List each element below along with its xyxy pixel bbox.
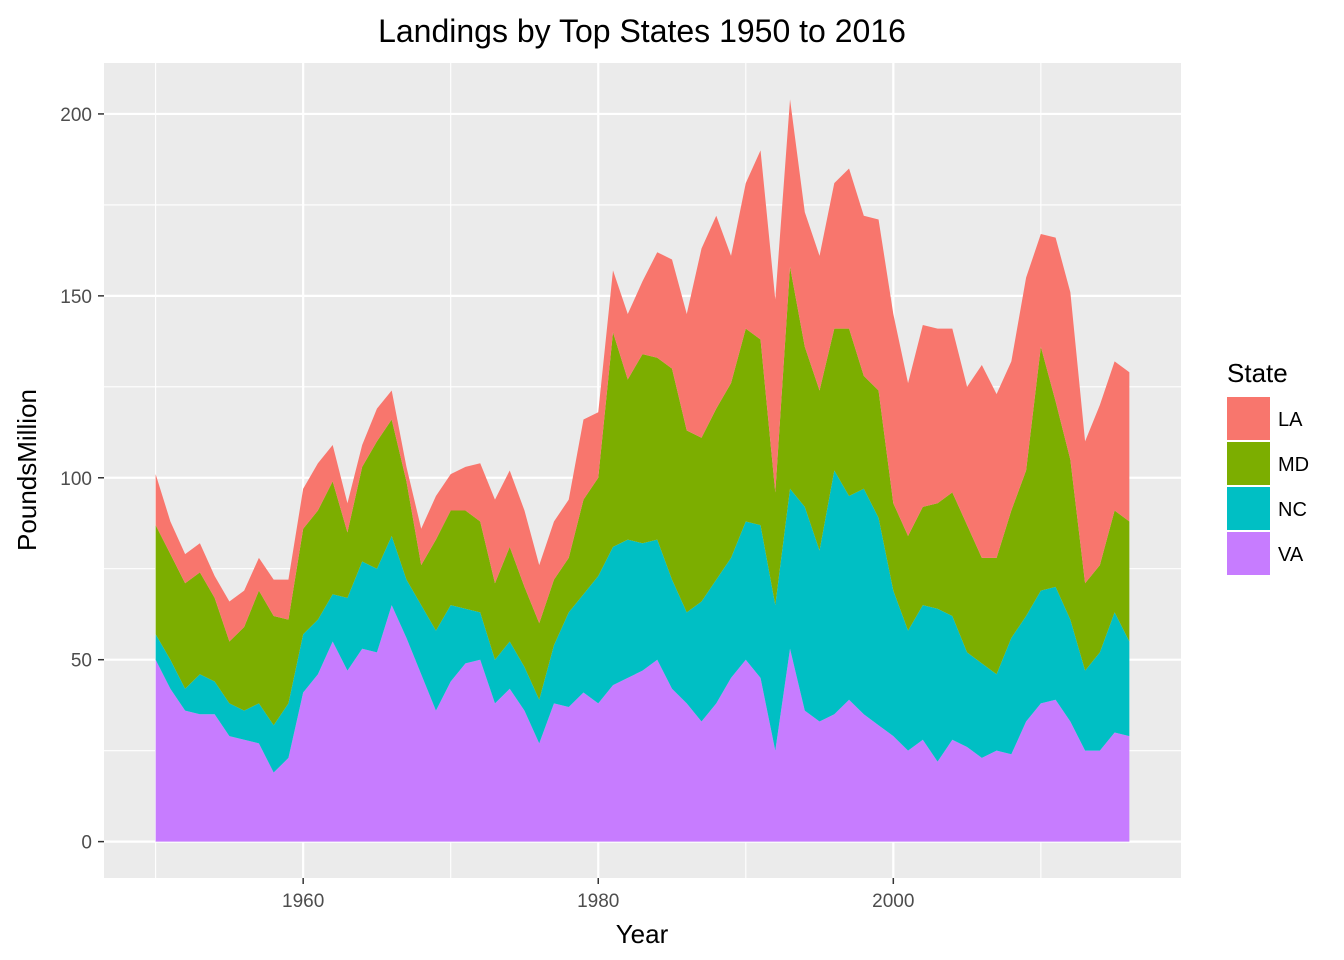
y-tick-label: 150	[60, 287, 92, 308]
area-va	[155, 605, 1130, 842]
x-tick-label: 1980	[577, 891, 619, 912]
y-axis-title: PoundsMillion	[12, 389, 42, 551]
legend-label-nc: NC	[1278, 499, 1307, 521]
legend-label-la: LA	[1278, 409, 1303, 431]
legend-title: State	[1227, 358, 1288, 388]
area-nc	[155, 470, 1130, 773]
chart-title: Landings by Top States 1950 to 2016	[378, 13, 906, 49]
legend: State LA MD NC VA	[1227, 358, 1309, 575]
legend-label-md: MD	[1278, 454, 1309, 476]
legend-key-md	[1227, 442, 1270, 485]
area-md	[155, 266, 1130, 726]
x-axis-title: Year	[616, 919, 669, 949]
y-tick-label: 50	[71, 651, 92, 672]
stacked-areas	[155, 99, 1130, 842]
legend-key-la	[1227, 397, 1270, 440]
legend-key-va	[1227, 532, 1270, 575]
x-tick-label: 1960	[282, 891, 324, 912]
y-tick-label: 200	[60, 105, 92, 126]
x-tick-label: 2000	[872, 891, 914, 912]
legend-label-va: VA	[1278, 544, 1304, 566]
area-la	[155, 99, 1130, 642]
legend-key-nc	[1227, 487, 1270, 530]
y-tick-label: 100	[60, 469, 92, 490]
y-tick-label: 0	[81, 833, 92, 854]
axis-ticks: 0 50 100 150 200 1960 1980 2000	[60, 105, 914, 912]
